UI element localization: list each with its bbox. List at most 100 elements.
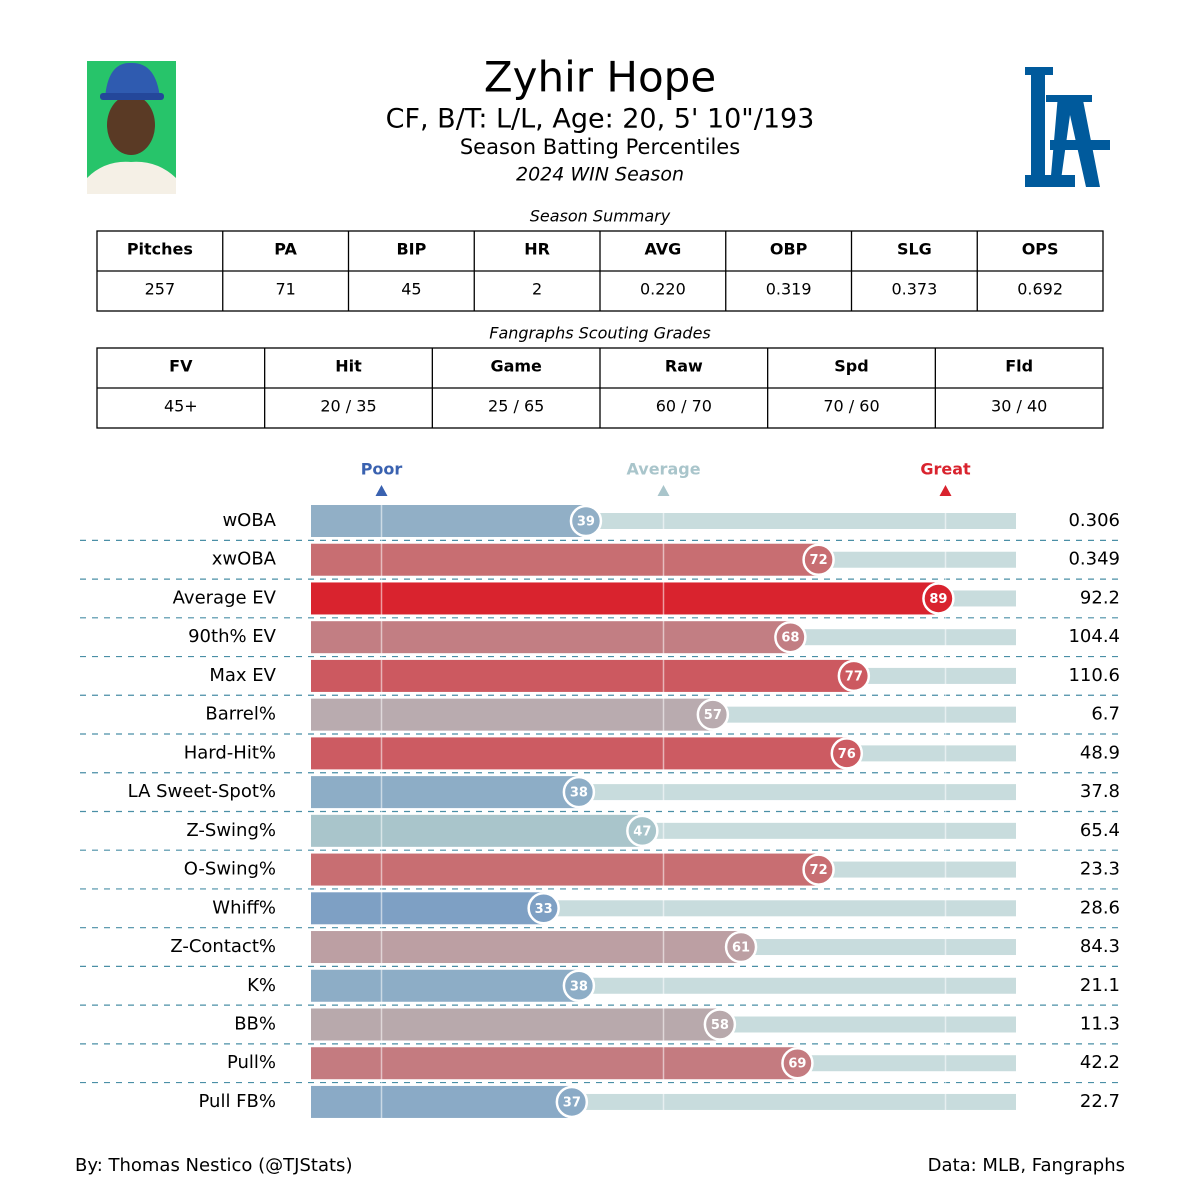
metric-label: Z-Swing%	[186, 820, 276, 841]
metric-value: 21.1	[1080, 975, 1120, 996]
metric-label: wOBA	[222, 510, 276, 531]
bar	[311, 969, 579, 1002]
subtitle: Season Batting Percentiles	[460, 135, 740, 159]
percentile-label: 72	[810, 863, 828, 878]
percentile-label: 47	[633, 824, 651, 839]
metric-label: 90th% EV	[188, 626, 277, 647]
table-header: AVG	[644, 240, 681, 259]
metric-label: O-Swing%	[184, 859, 276, 880]
table-header: Fld	[1005, 357, 1033, 376]
percentile-label: 58	[711, 1018, 729, 1033]
metric-value: 104.4	[1068, 626, 1120, 647]
metric-value: 65.4	[1080, 820, 1120, 841]
source: Data: MLB, Fangraphs	[928, 1155, 1125, 1176]
season: 2024 WIN Season	[516, 164, 684, 186]
benchmark-marker	[375, 485, 388, 496]
percentile-label: 38	[570, 786, 588, 801]
table-cell: 45	[401, 280, 421, 299]
metric-label: Pull%	[227, 1052, 276, 1073]
metric-label: Whiff%	[212, 897, 276, 918]
bar	[311, 1085, 572, 1118]
percentile-label: 72	[810, 553, 828, 568]
table-cell: 70 / 60	[823, 397, 879, 416]
percentile-dot	[922, 582, 955, 615]
percentile-label: 39	[577, 515, 595, 530]
table-title: Season Summary	[530, 207, 671, 226]
team-logo	[1025, 67, 1110, 187]
percentile-dot	[774, 620, 807, 654]
bar	[311, 659, 854, 692]
metric-label: LA Sweet-Spot%	[128, 781, 276, 802]
percentile-label: 68	[781, 631, 799, 646]
table-cell: 71	[275, 280, 295, 299]
table-cell: 0.319	[766, 280, 812, 299]
metric-value: 84.3	[1080, 936, 1120, 957]
percentile-dot	[837, 659, 871, 693]
bar	[311, 698, 713, 731]
headshot	[87, 61, 176, 194]
percentile-dot	[626, 814, 659, 848]
percentile-label: 76	[838, 747, 856, 762]
benchmark-marker	[657, 485, 670, 496]
table-header: Spd	[834, 357, 868, 376]
table-header: OBP	[770, 240, 808, 259]
metric-label: Barrel%	[205, 704, 276, 725]
percentile-dot	[562, 969, 596, 1003]
benchmark-label: Average	[626, 460, 700, 479]
table-cell: 0.373	[891, 280, 937, 299]
metric-value: 11.3	[1080, 1013, 1120, 1034]
table-cell: 25 / 65	[488, 397, 544, 416]
bar	[311, 931, 742, 964]
table-header: Pitches	[127, 240, 193, 259]
percentile-label: 89	[929, 592, 947, 607]
percentile-label: 33	[535, 902, 553, 917]
bar	[311, 621, 791, 654]
metric-label: BB%	[234, 1013, 276, 1034]
bar	[311, 892, 544, 925]
percentile-dot	[569, 504, 603, 538]
percentile-dot	[527, 892, 560, 925]
percentile-label: 69	[788, 1057, 806, 1072]
table-header: FV	[169, 357, 193, 376]
percentile-dot	[781, 1046, 814, 1080]
table-header: Hit	[335, 357, 362, 376]
table-title: Fangraphs Scouting Grades	[489, 324, 711, 343]
table-cell: 257	[145, 280, 176, 299]
metric-label: Hard-Hit%	[184, 742, 276, 763]
table-header: Raw	[665, 357, 703, 376]
table-cell: 2	[532, 280, 542, 299]
metric-value: 22.7	[1080, 1091, 1120, 1112]
bar	[311, 1047, 798, 1080]
bar	[311, 814, 643, 847]
metric-label: Pull FB%	[199, 1091, 276, 1112]
table-header: OPS	[1022, 240, 1059, 259]
percentile-dot	[830, 737, 864, 770]
metric-label: Z-Contact%	[170, 936, 276, 957]
percentile-dot	[562, 775, 596, 809]
metric-value: 92.2	[1080, 587, 1120, 608]
metric-label: xwOBA	[212, 549, 277, 570]
table-cell: 0.220	[640, 280, 686, 299]
percentile-dot	[724, 930, 758, 964]
percentile-dot	[802, 543, 835, 576]
percentile-label: 61	[732, 941, 750, 956]
table-cell: 45+	[164, 397, 198, 416]
table-header: PA	[274, 240, 297, 259]
metric-label: Max EV	[209, 665, 276, 686]
bar	[311, 582, 939, 615]
table-cell: 60 / 70	[656, 397, 712, 416]
table-header: Game	[490, 357, 542, 376]
bar	[311, 505, 586, 537]
table-header: BIP	[396, 240, 426, 259]
percentile-label: 77	[845, 669, 863, 684]
bar	[311, 853, 819, 886]
metric-value: 0.349	[1068, 549, 1120, 570]
metric-label: Average EV	[173, 587, 277, 608]
metric-value: 28.6	[1080, 897, 1120, 918]
benchmark-label: Great	[920, 460, 971, 479]
percentile-label: 38	[570, 979, 588, 994]
player-bio: CF, B/T: L/L, Age: 20, 5' 10"/193	[386, 104, 815, 135]
bar	[311, 737, 847, 770]
percentile-label: 57	[704, 708, 722, 723]
